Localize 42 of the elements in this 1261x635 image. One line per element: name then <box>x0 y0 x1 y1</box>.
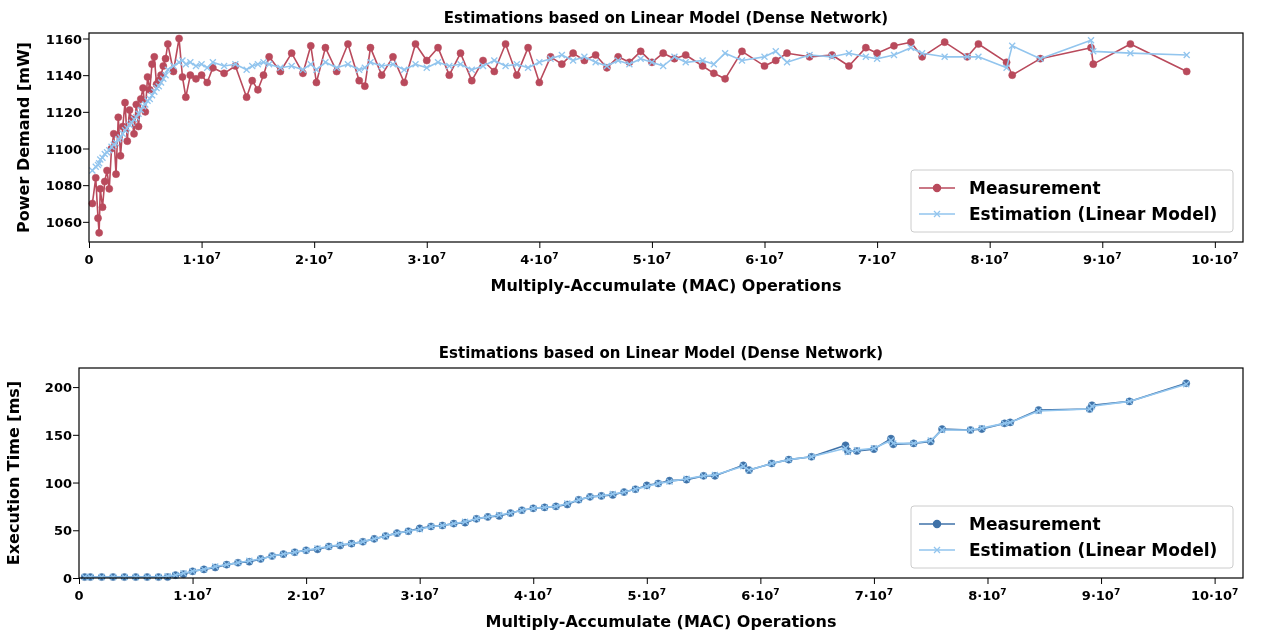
x-tick-label: 9·10$^{7}$ <box>1081 587 1121 603</box>
y-tick-label: 100 <box>44 475 72 491</box>
x-tick-label: 8·10$^{7}$ <box>968 587 1007 603</box>
x-tick-label: 4·10$^{7}$ <box>520 251 559 267</box>
y-tick-label: 150 <box>44 427 72 443</box>
x-tick-label: 6·10$^{7}$ <box>745 251 784 267</box>
x-tick-label: 8·10$^{7}$ <box>970 251 1009 267</box>
y-tick-label: 1160 <box>45 31 82 47</box>
y-tick-label: 200 <box>44 380 72 396</box>
x-tick-label: 7·10$^{7}$ <box>857 251 897 267</box>
x-tick-label: 3·10$^{7}$ <box>407 251 446 267</box>
x-tick-label: 5·10$^{7}$ <box>627 587 667 603</box>
x-tick-label: 9·10$^{7}$ <box>1083 251 1122 267</box>
y-tick-label: 1140 <box>45 68 82 84</box>
x-tick-label: 10·10$^{7}$ <box>1190 587 1239 603</box>
x-tick-label: 10·10$^{7}$ <box>1191 251 1239 267</box>
legend-label: Measurement <box>969 178 1101 198</box>
chart-title: Estimations based on Linear Model (Dense Network) <box>438 344 884 362</box>
chart-title: Estimations based on Linear Model (Dense Network) <box>443 9 889 27</box>
y-tick-label: 1120 <box>45 104 82 120</box>
legend-label: Estimation (Linear Model) <box>969 540 1218 560</box>
legend-label: Measurement <box>969 514 1101 534</box>
y-tick-label: 1080 <box>45 178 82 194</box>
x-tick-label: 4·10$^{7}$ <box>514 587 553 603</box>
x-tick-label: 2·10$^{7}$ <box>286 587 326 603</box>
x-axis-title: Multiply-Accumulate (MAC) Operations <box>485 612 837 631</box>
x-tick-label: 6·10$^{7}$ <box>741 587 780 603</box>
y-tick-label: 0 <box>62 571 72 586</box>
x-tick-label: 5·10$^{7}$ <box>632 251 672 267</box>
y-tick-label: 1060 <box>45 214 82 230</box>
x-axis-title: Multiply-Accumulate (MAC) Operations <box>490 276 842 295</box>
x-tick-label: 0 <box>84 252 94 267</box>
x-tick-label: 3·10$^{7}$ <box>400 587 439 603</box>
y-axis-title: Power Demand [mW] <box>14 42 33 233</box>
y-axis-title: Execution Time [ms] <box>4 380 23 566</box>
x-tick-label: 1·10$^{7}$ <box>182 251 221 267</box>
y-tick-label: 1100 <box>45 141 82 157</box>
legend-label: Estimation (Linear Model) <box>969 204 1218 224</box>
x-tick-label: 7·10$^{7}$ <box>854 587 894 603</box>
y-tick-label: 50 <box>53 523 72 539</box>
x-tick-label: 2·10$^{7}$ <box>294 251 334 267</box>
x-tick-label: 1·10$^{7}$ <box>173 587 212 603</box>
